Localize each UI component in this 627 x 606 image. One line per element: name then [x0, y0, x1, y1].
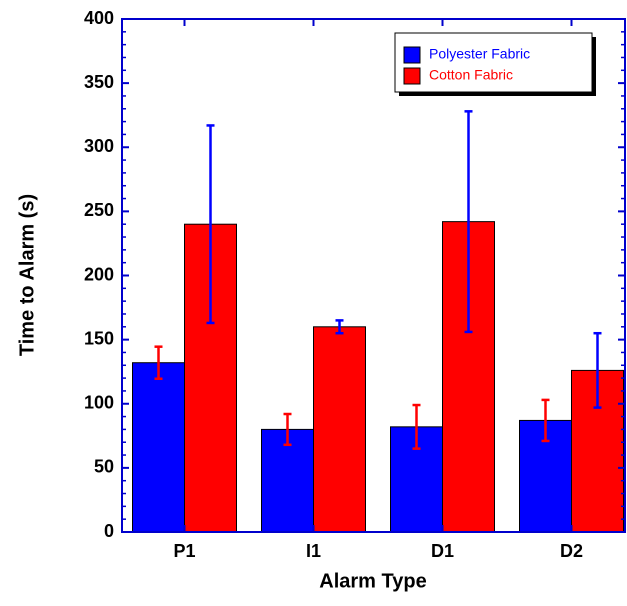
y-tick-label: 150 [84, 328, 114, 348]
y-axis-title: Time to Alarm (s) [16, 194, 38, 356]
legend-box [394, 32, 593, 93]
error-bar [283, 412, 292, 447]
legend-label: Polyester Fabric [429, 46, 530, 62]
legend-swatch [403, 46, 421, 64]
x-tick-label: P1 [173, 541, 195, 561]
error-bar [541, 398, 550, 443]
x-tick-label: D2 [560, 541, 583, 561]
y-tick-label: 200 [84, 264, 114, 284]
y-tick-label: 300 [84, 136, 114, 156]
error-bar [154, 345, 163, 380]
x-axis-title: Alarm Type [319, 570, 426, 592]
error-bar [412, 403, 421, 450]
y-tick-label: 0 [104, 521, 114, 541]
legend-swatch [403, 67, 421, 85]
x-tick-label: I1 [306, 541, 321, 561]
y-tick-label: 100 [84, 393, 114, 413]
y-tick-label: 350 [84, 72, 114, 92]
error-bar [464, 110, 473, 334]
x-tick-label: D1 [431, 541, 454, 561]
bar [261, 428, 314, 533]
bar [313, 326, 366, 533]
bar [132, 362, 185, 533]
error-bar [335, 319, 344, 335]
y-tick-label: 250 [84, 200, 114, 220]
legend-label: Cotton Fabric [429, 67, 513, 83]
y-tick-label: 400 [84, 8, 114, 28]
y-tick-label: 50 [94, 457, 114, 477]
error-bar [206, 124, 215, 325]
error-bar [593, 331, 602, 409]
